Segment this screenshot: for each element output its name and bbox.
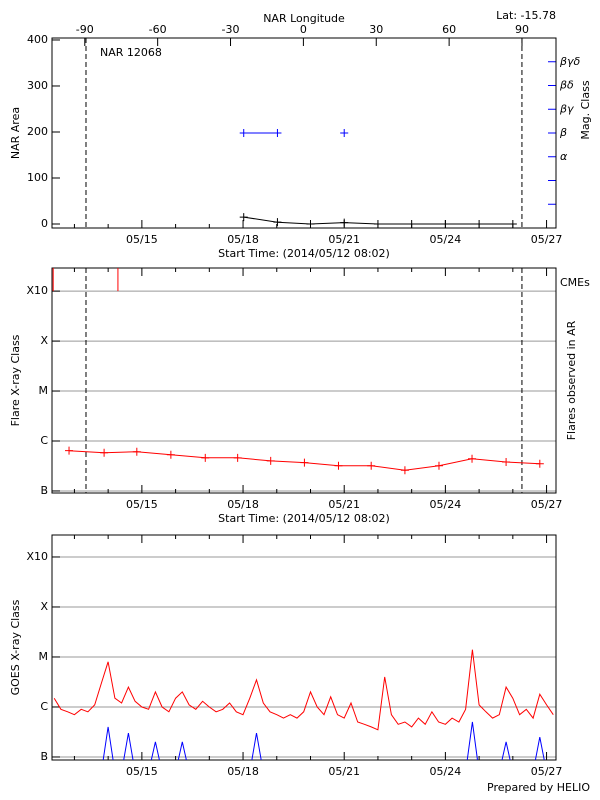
x-axis-label: Start Time: (2014/05/12 08:02) <box>218 247 390 260</box>
plot-frame <box>51 267 557 494</box>
y-tick-label: 400 <box>27 33 48 46</box>
x-tick-label: 05/21 <box>328 765 360 778</box>
y2-axis-label: Mag. Class <box>579 80 592 139</box>
data-point <box>475 219 484 228</box>
x-tick-label: 05/24 <box>430 498 462 511</box>
data-point <box>100 448 109 457</box>
data-point <box>273 129 282 137</box>
y-tick-label: M <box>39 650 49 663</box>
x-tick-label: 05/18 <box>227 498 259 511</box>
data-point <box>407 219 416 228</box>
data-point <box>508 219 517 228</box>
y-axis-label: Flare X-ray Class <box>9 334 22 426</box>
y2-tick-label: βγ <box>559 102 574 115</box>
x2-axis-label: NAR Longitude <box>263 12 345 25</box>
y-tick-label: 300 <box>27 79 48 92</box>
y-tick-label: 100 <box>27 171 48 184</box>
y2-tick-label: β <box>559 126 567 139</box>
x-tick-label: 05/21 <box>328 233 360 246</box>
x-tick-label: 05/18 <box>227 233 259 246</box>
x2-tick-label: 30 <box>369 23 383 36</box>
y2-tick-label: βδ <box>559 79 574 92</box>
latitude-label: Lat: -15.78 <box>496 9 556 22</box>
series-group <box>65 446 544 475</box>
data-point <box>201 453 210 462</box>
data-point <box>367 461 376 470</box>
x2-tick-label: 0 <box>300 23 307 36</box>
data-point <box>502 457 511 466</box>
y-tick-label: 200 <box>27 125 48 138</box>
footer: Prepared by HELIO <box>487 781 590 794</box>
x-tick-label: 05/18 <box>227 765 259 778</box>
data-point <box>468 454 477 463</box>
x2-tick-label: 90 <box>515 23 529 36</box>
data-point <box>166 450 175 459</box>
chart-title: NAR 12068 <box>100 46 162 59</box>
x-tick-label: 05/27 <box>531 765 563 778</box>
plot-frame <box>51 534 557 761</box>
data-point <box>273 218 282 227</box>
y-tick-label: M <box>39 384 49 397</box>
y2-axis-label: Flares observed in AR <box>565 320 578 440</box>
data-point <box>233 453 242 462</box>
y-tick-label: X <box>40 600 48 613</box>
data-point <box>132 447 141 456</box>
y2-tick-label: βγδ <box>559 55 581 68</box>
y2-tick-label: α <box>560 150 568 163</box>
data-point <box>434 461 443 470</box>
x-tick-label: 05/15 <box>126 765 158 778</box>
series-line <box>53 649 554 731</box>
y-tick-label: C <box>40 434 48 447</box>
data-point <box>334 461 343 470</box>
y-axis-label: NAR Area <box>9 107 22 159</box>
series-group <box>53 649 554 760</box>
x-tick-label: 05/15 <box>126 233 158 246</box>
data-point <box>65 446 74 455</box>
cme-label: CMEs <box>560 276 590 289</box>
data-point <box>306 219 315 228</box>
x2-tick-label: -90 <box>76 23 94 36</box>
series-group <box>239 129 517 228</box>
y-tick-label: B <box>40 750 48 763</box>
x-tick-label: 05/24 <box>430 233 462 246</box>
data-point <box>535 459 544 468</box>
data-point <box>373 219 382 228</box>
series-line <box>102 721 545 760</box>
data-point <box>340 218 349 227</box>
x-tick-label: 05/15 <box>126 498 158 511</box>
x-tick-label: 05/24 <box>430 765 462 778</box>
x2-tick-label: -30 <box>222 23 240 36</box>
data-point <box>239 213 248 222</box>
data-point <box>300 458 309 467</box>
y-tick-label: X <box>40 334 48 347</box>
x-axis-label: Start Time: (2014/05/12 08:02) <box>218 512 390 525</box>
x-tick-label: 05/27 <box>531 498 563 511</box>
y-tick-label: 0 <box>41 217 48 230</box>
data-point <box>266 456 275 465</box>
x2-tick-label: -60 <box>149 23 167 36</box>
data-point <box>441 219 450 228</box>
y-tick-label: X10 <box>26 550 48 563</box>
y-tick-label: B <box>40 484 48 497</box>
y-axis-label: GOES X-ray Class <box>9 599 22 695</box>
x2-tick-label: 60 <box>442 23 456 36</box>
y-tick-label: X10 <box>26 284 48 297</box>
x-tick-label: 05/21 <box>328 498 360 511</box>
x-tick-label: 05/27 <box>531 233 563 246</box>
y-tick-label: C <box>40 700 48 713</box>
data-point <box>239 129 248 137</box>
data-point <box>400 466 409 475</box>
data-point <box>340 129 349 137</box>
plot-frame <box>51 37 557 229</box>
